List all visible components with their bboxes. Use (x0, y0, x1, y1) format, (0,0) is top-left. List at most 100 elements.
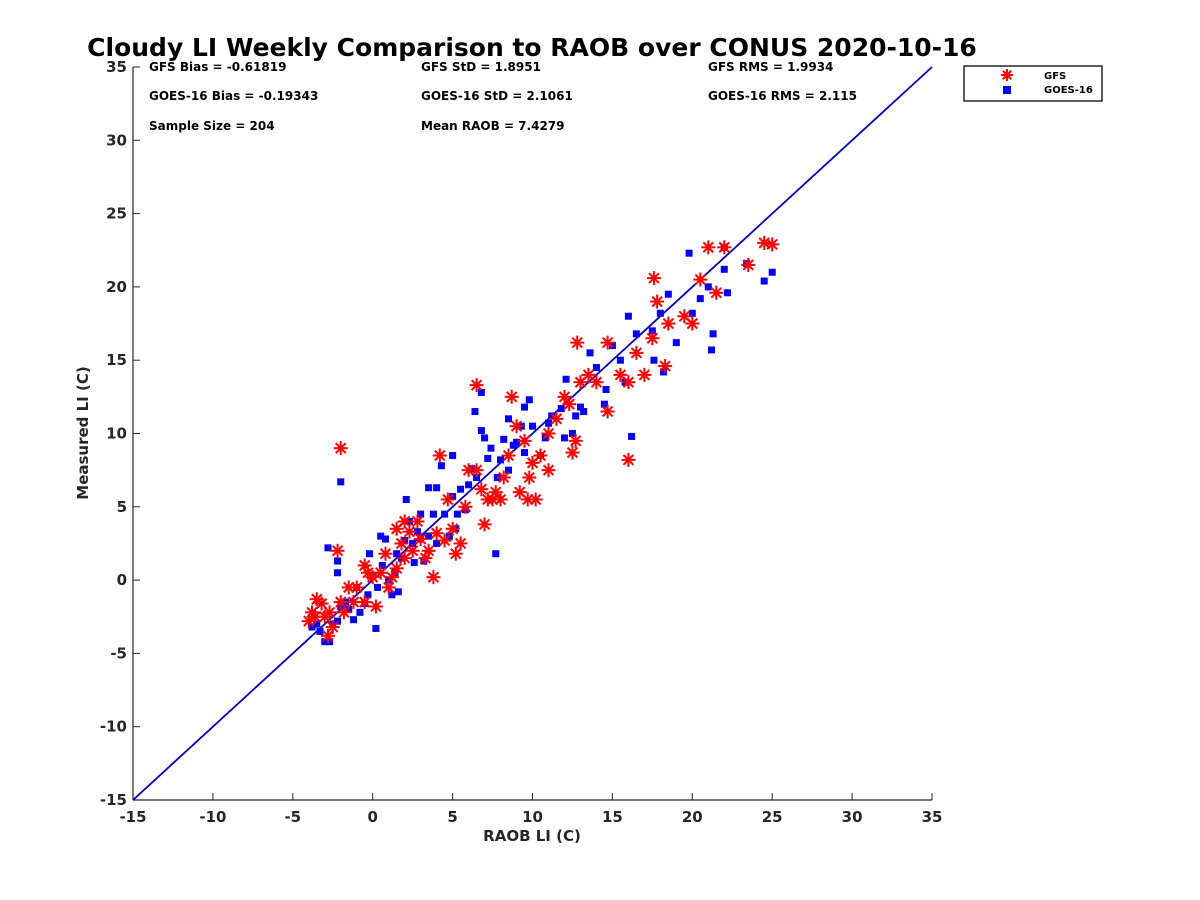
goes-16-point (381, 535, 389, 543)
legend-gfs-label: GFS (1044, 71, 1066, 82)
goes-16-point (688, 309, 696, 317)
y-tick-label: -10 (100, 718, 127, 736)
gfs-point (389, 521, 404, 536)
goes-16-point (441, 510, 449, 518)
goes-16-point (449, 451, 457, 459)
gfs-point (525, 455, 540, 470)
gfs-point (709, 285, 724, 300)
legend-goes-marker (1003, 86, 1011, 94)
gfs-point (677, 309, 692, 324)
goes-16-point (417, 510, 425, 518)
stat-gfs-std: GFS StD = 1.8951 (421, 60, 541, 74)
goes-16-point (366, 550, 374, 558)
goes-16-point (525, 396, 533, 404)
goes-16-point (760, 277, 768, 285)
legend-box (963, 65, 1103, 102)
gfs-point (568, 433, 583, 448)
y-tick-label: 0 (117, 571, 127, 589)
goes-16-point (500, 435, 508, 443)
goes-16-point (316, 627, 324, 635)
gfs-point (341, 580, 356, 595)
gfs-point (346, 595, 361, 610)
goes-16-point (704, 283, 712, 291)
axis-ticks: -15 -10 -5 0 5 10 15 20 25 30 35 -15 -10 -5 0 5 10 15 20 25… (100, 58, 943, 826)
goes-16-point (628, 432, 636, 440)
gfs-point (645, 331, 660, 346)
goes-16-point (632, 330, 640, 338)
goes-16-point (394, 588, 402, 596)
gfs-point (600, 404, 615, 419)
goes-16-point (586, 349, 594, 357)
goes-16-point (337, 478, 345, 486)
legend-asterisk-icon (1001, 69, 1013, 81)
goes-16-point (576, 403, 584, 411)
x-tick-label: 20 (682, 808, 703, 826)
goes-16-point (664, 290, 672, 298)
one-to-one-reference-line (132, 66, 933, 801)
goes-16-point (602, 386, 610, 394)
gfs-point (429, 526, 444, 541)
goes-16-point (562, 375, 570, 383)
gfs-point (368, 599, 383, 614)
gfs-point (741, 257, 756, 272)
goes-16-point (372, 624, 380, 632)
gfs-point (693, 272, 708, 287)
goes-16-point (473, 473, 481, 481)
goes-16-point (660, 368, 668, 376)
stat-goes-bias: GOES-16 Bias = -0.19343 (149, 89, 318, 103)
gfs-point (458, 499, 473, 514)
gfs-point (402, 524, 417, 539)
gfs-point (381, 580, 396, 595)
gfs-point (646, 271, 661, 286)
x-tick-label: 35 (922, 808, 943, 826)
goes-16-point (334, 557, 342, 565)
goes-16-point (505, 415, 513, 423)
y-axis-label: Measured LI (C) (74, 366, 92, 499)
goes-16-point (373, 583, 381, 591)
goes-16-point (413, 528, 421, 536)
goes-16-point (345, 605, 353, 613)
goes-16-point (616, 356, 624, 364)
gfs-point (541, 463, 556, 478)
gfs-point (469, 378, 484, 393)
goes-16-point (425, 532, 433, 540)
goes-16-point (326, 638, 334, 646)
goes-16-point (600, 400, 608, 408)
gfs-point (448, 546, 463, 561)
gfs-point (320, 628, 335, 643)
goes-16-point (377, 532, 385, 540)
goes-16-point (313, 620, 321, 628)
gfs-point (522, 470, 537, 485)
gfs-point (717, 240, 732, 255)
goes-16-point (544, 419, 552, 427)
gfs-point (570, 335, 585, 350)
x-tick-label: -15 (119, 808, 146, 826)
series-goes-16 (308, 243, 776, 646)
gfs-point (480, 492, 495, 507)
gfs-point (621, 452, 636, 467)
goes-16-point (492, 550, 500, 558)
goes-16-point (487, 444, 495, 452)
goes-16-point (572, 412, 580, 420)
goes-16-point (656, 309, 664, 317)
goes-16-point (592, 364, 600, 372)
goes-16-point (457, 485, 465, 493)
goes-16-point (521, 449, 529, 457)
goes-16-point (505, 466, 513, 474)
chart-title: Cloudy LI Weekly Comparison to RAOB over… (87, 33, 977, 62)
gfs-point (512, 485, 527, 500)
goes-16-point (321, 638, 329, 646)
gfs-point (418, 551, 433, 566)
gfs-point (474, 482, 489, 497)
goes-16-point (334, 617, 342, 625)
gfs-point (426, 570, 441, 585)
gfs-point (565, 445, 580, 460)
y-tick-label: 30 (106, 131, 127, 149)
gfs-point (517, 433, 532, 448)
gfs-point (330, 543, 345, 558)
gfs-point (308, 609, 323, 624)
y-tick-label: 35 (106, 58, 127, 76)
gfs-point (658, 359, 673, 374)
gfs-point (432, 448, 447, 463)
